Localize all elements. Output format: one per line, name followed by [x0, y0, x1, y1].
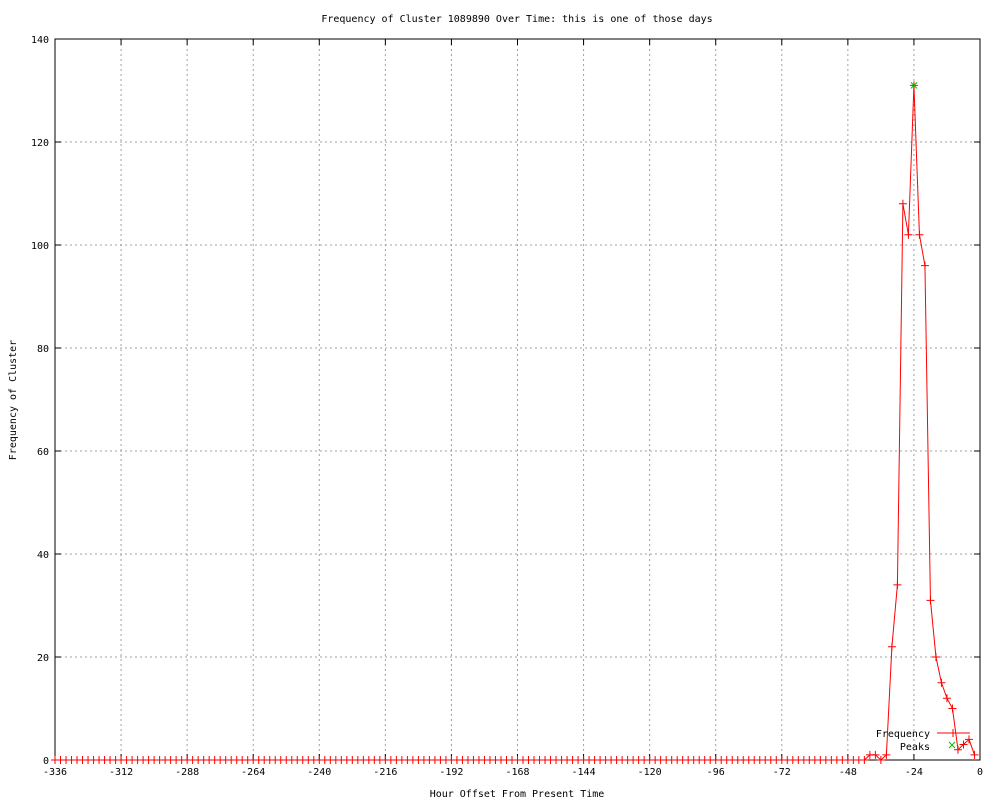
legend-marker-frequency	[949, 729, 957, 737]
y-tick-label: 20	[37, 653, 49, 664]
data-point-frequency	[915, 230, 924, 239]
tick-labels: -336 -312 -288 -264 -240 -216 -192 -168 -144 -120…	[31, 35, 983, 778]
x-tick-label: -240	[307, 767, 331, 778]
y-axis-label: Frequency of Cluster	[8, 340, 19, 460]
y-tick-label: 60	[37, 447, 49, 458]
y-tick-label: 100	[31, 241, 49, 252]
y-tick-label: 0	[43, 756, 49, 767]
series-layer	[51, 81, 979, 764]
data-point-frequency	[893, 580, 902, 589]
legend-label-peaks: Peaks	[900, 742, 930, 753]
chart-title: Frequency of Cluster 1089890 Over Time: …	[321, 14, 712, 25]
legend-marker-peaks	[948, 741, 956, 749]
x-tick-label: -216	[373, 767, 397, 778]
data-point-frequency	[876, 756, 885, 764]
data-point-frequency	[860, 756, 869, 764]
x-tick-label: -336	[43, 767, 67, 778]
series-line-frequency	[55, 85, 975, 761]
legend-label-frequency: Frequency	[876, 729, 930, 740]
data-point-frequency	[920, 261, 929, 270]
data-point-frequency	[970, 750, 979, 759]
x-tick-label: -120	[638, 767, 662, 778]
y-tick-label: 120	[31, 138, 49, 149]
data-point-frequency	[882, 750, 891, 759]
data-point-frequency	[937, 678, 946, 687]
data-point-frequency	[948, 704, 957, 713]
x-tick-label: -168	[505, 767, 529, 778]
data-point-frequency	[964, 735, 973, 744]
y-tick-label: 140	[31, 35, 49, 46]
x-tick-label: -312	[109, 767, 133, 778]
data-point-frequency	[953, 745, 962, 754]
data-point-frequency	[942, 694, 951, 703]
x-tick-label: -72	[773, 767, 791, 778]
data-point-frequency	[887, 642, 896, 651]
legend: Frequency Peaks	[876, 729, 970, 753]
data-point-frequency	[959, 740, 968, 749]
y-tick-label: 40	[37, 550, 49, 561]
grid	[54, 38, 981, 761]
x-tick-label: -264	[241, 767, 265, 778]
x-tick-label: 0	[977, 767, 983, 778]
x-axis-label: Hour Offset From Present Time	[430, 789, 605, 800]
y-tick-label: 80	[37, 344, 49, 355]
data-point-frequency	[926, 596, 935, 605]
data-point-frequency	[898, 199, 907, 208]
x-tick-label: -24	[905, 767, 923, 778]
x-tick-label: -48	[839, 767, 857, 778]
data-point-frequency	[871, 750, 880, 759]
x-tick-label: -96	[707, 767, 725, 778]
x-tick-label: -192	[439, 767, 463, 778]
x-tick-label: -288	[175, 767, 199, 778]
data-point-frequency	[931, 653, 940, 661]
data-point-peaks	[910, 81, 918, 89]
x-tick-label: -144	[572, 767, 596, 778]
data-point-frequency	[904, 230, 913, 239]
